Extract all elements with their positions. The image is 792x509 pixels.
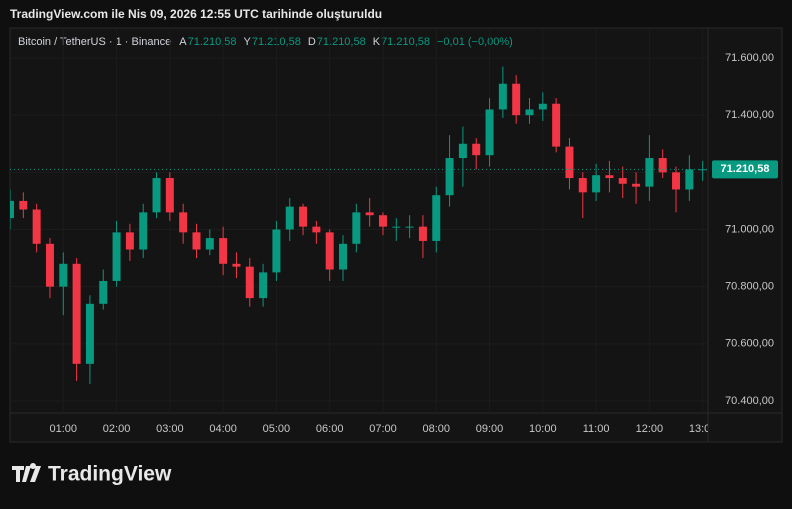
x-tick-label: 01:00 [50, 423, 78, 435]
x-tick-label: 07:00 [369, 423, 397, 435]
candle-body [512, 83, 521, 116]
candle-body [538, 103, 547, 110]
candle-body [259, 272, 268, 299]
legend-key: K [373, 36, 381, 48]
candle-body [125, 232, 134, 250]
candle-body [458, 143, 467, 159]
candle-body [192, 232, 201, 250]
x-tick-label: 02:00 [103, 423, 131, 435]
x-tick-label: 08:00 [422, 423, 450, 435]
candle-body [445, 158, 454, 196]
candle-body [112, 232, 121, 281]
candle-body [592, 175, 601, 193]
candle-body [365, 212, 374, 216]
candle-body [352, 212, 361, 244]
candle-body [618, 178, 627, 184]
y-tick-label: 70.400,00 [725, 395, 774, 407]
candle-body [72, 263, 81, 364]
legend-key: A [179, 36, 187, 48]
time-axis: 01:00 02:00 03:00 04:00 05:00 06:00 07:00 08:00… [50, 423, 717, 435]
y-tick-label: 71.600,00 [725, 52, 774, 64]
candle-body [498, 83, 507, 110]
last-price-label: 71.210,58 [721, 163, 770, 175]
candle-body [85, 303, 94, 364]
legend-key: D [308, 36, 316, 48]
candle-body [418, 226, 427, 241]
logo-text: TradingView [48, 463, 172, 486]
x-tick-label: 11:00 [583, 423, 610, 435]
candle-body [565, 146, 574, 179]
candle-body [19, 200, 28, 210]
x-tick-label: 09:00 [476, 423, 504, 435]
candle-body [312, 226, 321, 233]
candle-body [485, 109, 494, 156]
candle-body [272, 229, 281, 273]
candle-body [139, 212, 148, 250]
candle-body [59, 263, 68, 287]
candle-body [285, 206, 294, 230]
candle-body [378, 215, 387, 227]
legend-value: 71.210,58 [188, 36, 237, 48]
legend-change: −0,01 (−0,00%) [437, 36, 513, 48]
candle-body [552, 103, 561, 147]
logo-icon [12, 463, 41, 482]
candle-body [405, 226, 414, 228]
candle-body [658, 158, 667, 173]
candle-body [645, 158, 654, 187]
plot [10, 66, 708, 384]
logo: TradingView [12, 463, 172, 486]
x-tick-label: 03:00 [156, 423, 184, 435]
candle-body [392, 226, 401, 228]
price-axis: 70.400,00 70.600,00 70.800,00 71.000,00 71.2… [712, 52, 778, 407]
candle-body [10, 200, 14, 219]
candle-body [205, 238, 214, 250]
candle-body [45, 243, 54, 287]
y-tick-label: 71.400,00 [725, 109, 774, 121]
y-tick-label: 70.800,00 [725, 281, 774, 293]
candle-body [219, 238, 228, 264]
x-tick-label: 04:00 [209, 423, 237, 435]
candle-body [245, 266, 254, 299]
legend-value: 71.210,58 [381, 36, 430, 48]
header-title: TradingView.com ile Nis 09, 2026 12:55 U… [10, 7, 382, 21]
candle-body [325, 232, 334, 270]
y-tick-label: 70.600,00 [725, 338, 774, 350]
y-tick-label: 71.000,00 [725, 223, 774, 235]
x-tick-label: 05:00 [263, 423, 291, 435]
candle-body [32, 209, 41, 244]
candle-body [472, 143, 481, 156]
legend: Bitcoin / TetherUS · 1 · Binance A 71.210,… [18, 36, 513, 48]
candle-body [672, 172, 681, 190]
candle-body [179, 212, 188, 233]
candle-body [165, 178, 174, 213]
x-tick-label: 10:00 [529, 423, 557, 435]
legend-value: 71.210,58 [317, 36, 366, 48]
candle-body [685, 169, 694, 190]
candle-body [632, 183, 641, 187]
x-tick-label: 13:00 [689, 423, 717, 435]
legend-symbol: Bitcoin / TetherUS · 1 · Binance [18, 36, 171, 48]
legend-key: Y [244, 36, 252, 48]
candle-body [339, 243, 348, 270]
candle-body [432, 195, 441, 241]
candle-body [578, 178, 587, 193]
candle-body [525, 109, 534, 116]
candle-body [99, 280, 108, 304]
last-price-badge [712, 160, 778, 179]
candle-body [605, 175, 614, 179]
x-tick-label: 06:00 [316, 423, 344, 435]
candle-body [152, 178, 161, 213]
candle-body [299, 206, 308, 227]
candle-body [232, 263, 241, 267]
x-tick-label: 12:00 [636, 423, 664, 435]
